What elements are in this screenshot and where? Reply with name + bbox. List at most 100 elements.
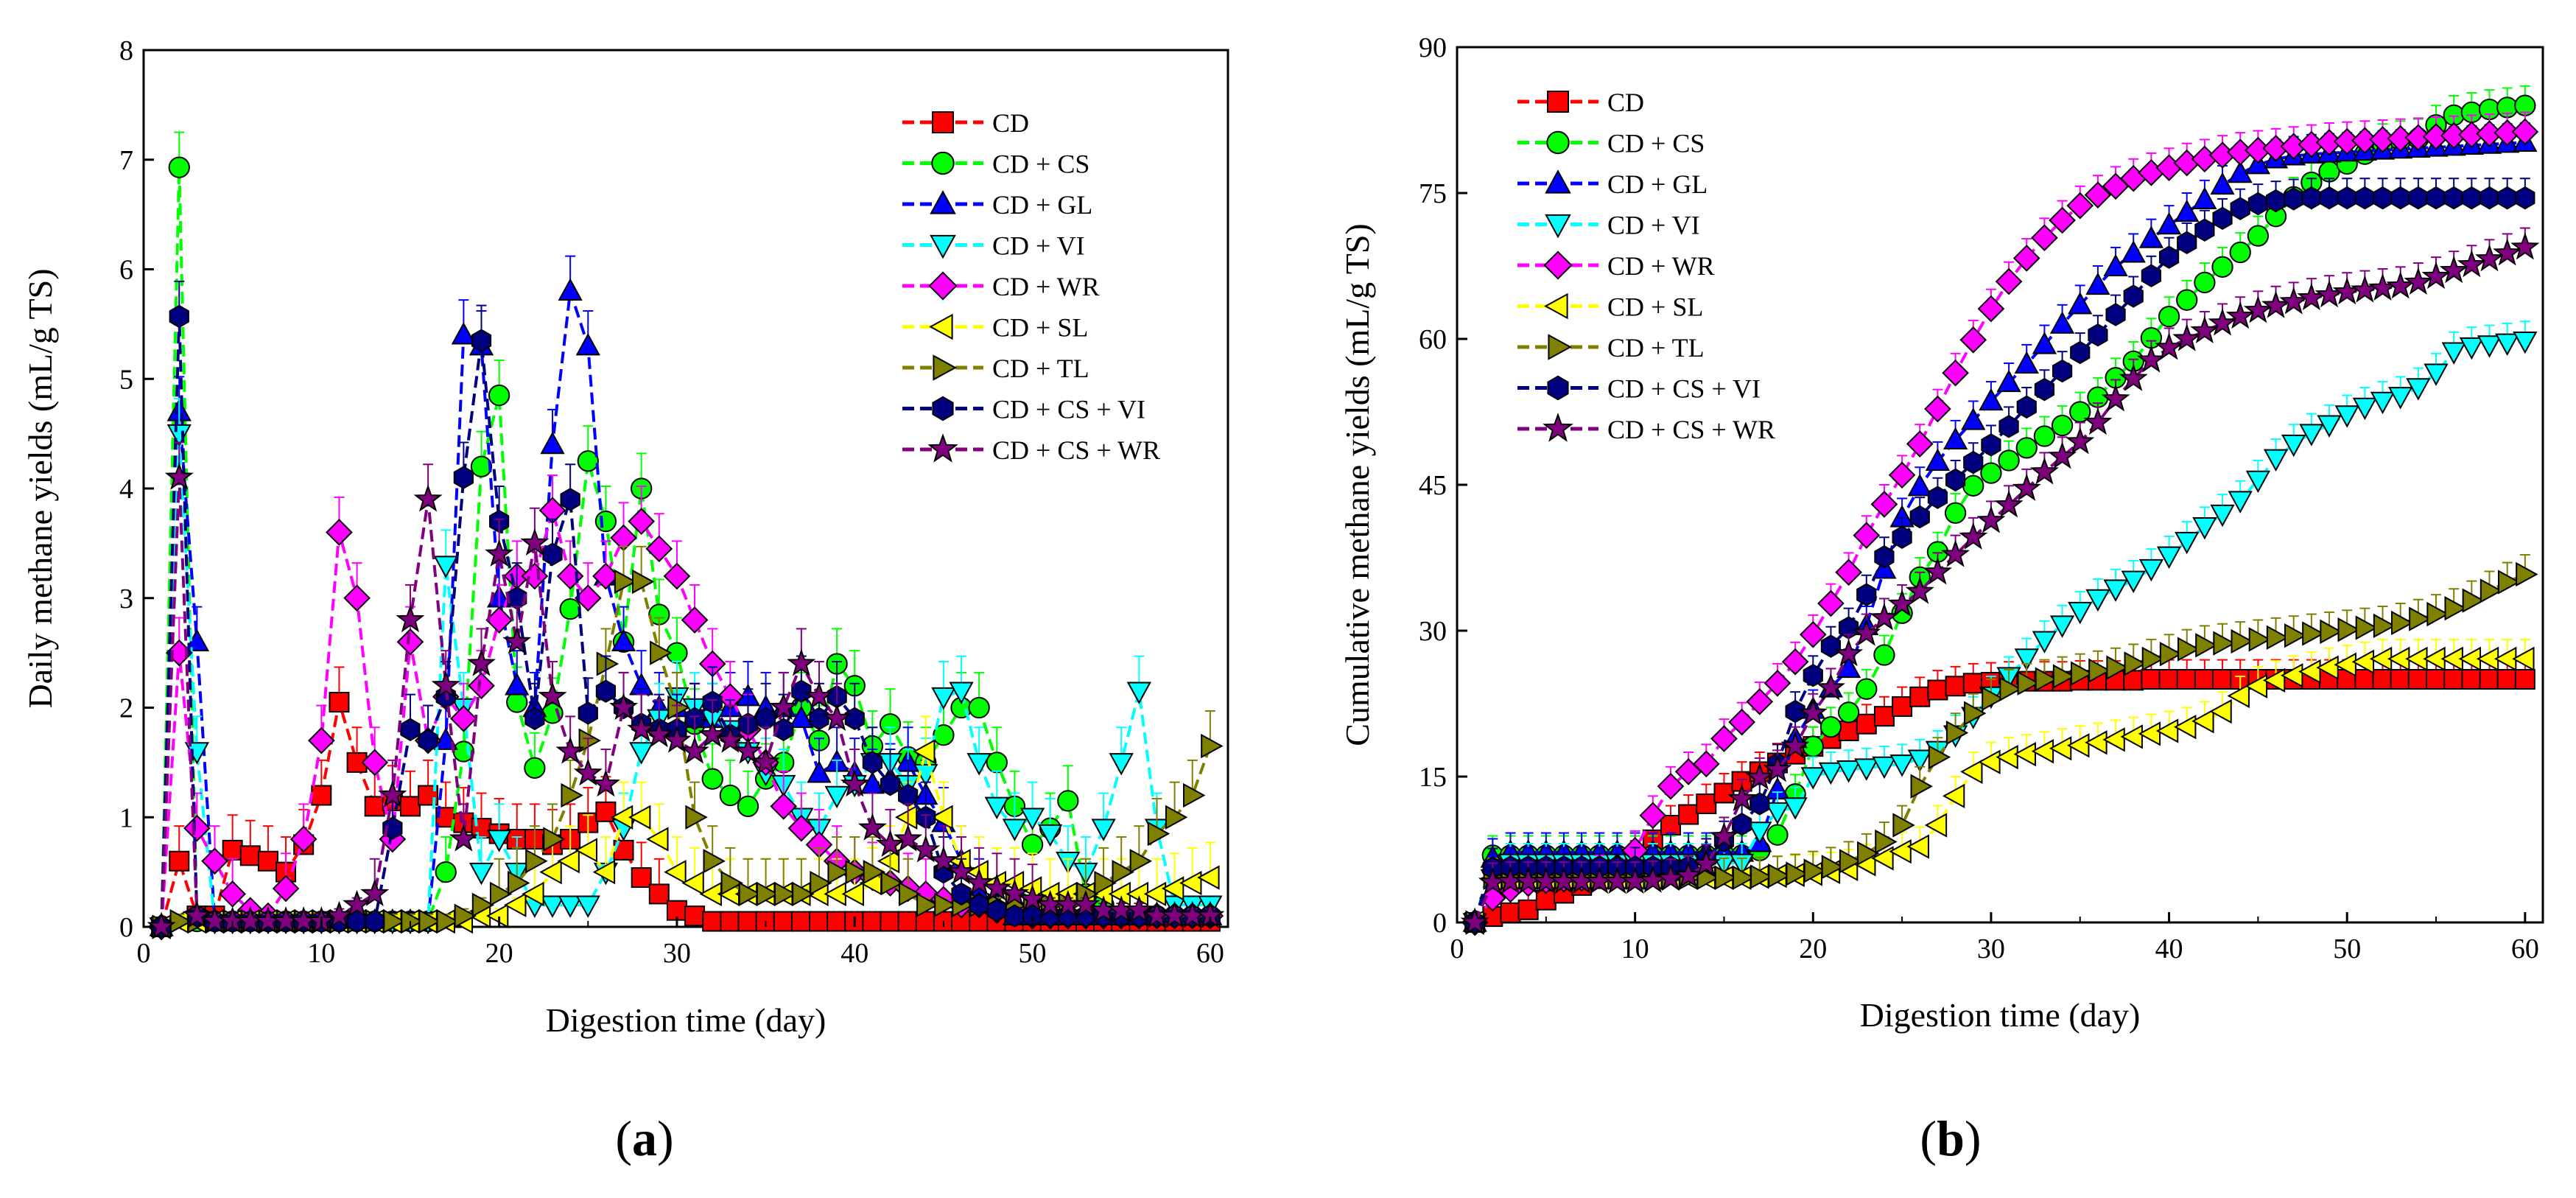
panel-b-data-point [2124, 651, 2147, 676]
panel-a-y-tick-label: 0 [119, 912, 133, 943]
panel-b-data-point [2462, 588, 2485, 613]
panel-b-data-point [2013, 742, 2036, 767]
panel-b-data-point [2014, 351, 2039, 374]
panel-a-data-point [538, 682, 567, 710]
panel-b-x-tick-label: 0 [1450, 933, 1464, 964]
panel-a-data-point [650, 640, 673, 665]
panel-b-data-point [2441, 342, 2466, 365]
panel-a-legend-label: CD + WR [992, 272, 1100, 301]
panel-b-data-point [1999, 676, 2022, 701]
panel-a-data-point [664, 859, 687, 885]
panel-b-data-point [2031, 739, 2054, 764]
panel-a-y-tick-label: 7 [119, 145, 133, 176]
panel-b-data-point [2212, 206, 2233, 231]
panel-b-data-point [1763, 669, 1791, 697]
panel-b-data-point [2406, 378, 2431, 401]
panel-a-legend-swatch-marker [927, 433, 958, 463]
panel-b-data-point [2070, 340, 2091, 365]
panel-b-data-point [2352, 397, 2377, 421]
panel-b-data-point [1945, 468, 1966, 492]
panel-b-data-point [2194, 669, 2215, 690]
panel-a-legend-label: CD + TL [992, 354, 1089, 383]
panel-b-data-point [2176, 289, 2198, 311]
panel-b-data-point [1803, 858, 1826, 883]
panel-a-data-point [559, 598, 581, 620]
panel-b-data-point [2227, 683, 2250, 709]
panel-a-data-point [307, 726, 335, 754]
panel-a-legend-item: CD + WR [902, 271, 1100, 301]
panel-a-data-point [898, 783, 919, 808]
panel-a-x-tick-label: 50 [1019, 938, 1047, 969]
panel-a-data-point [418, 908, 441, 934]
panel-a-legend-swatch-marker [930, 234, 956, 259]
panel-a-data-point [720, 911, 741, 932]
panel-b-x-tick-label: 20 [1799, 933, 1827, 964]
panel-a-data-point [505, 673, 530, 696]
panel-a-data-point [522, 881, 544, 907]
panel-b-data-point [1836, 760, 1861, 783]
panel-b-data-point [2121, 240, 2146, 263]
panel-b-data-point [2141, 646, 2165, 671]
panel-a-data-point [470, 455, 493, 477]
panel-b-data-point [1660, 815, 1681, 836]
panel-b-data-point [2136, 345, 2166, 373]
panel-b-data-point [1856, 678, 1878, 700]
panel-b-data-point [1909, 505, 1930, 529]
panel-b-data-point [2085, 589, 2110, 612]
panel-b-data-point [2461, 186, 2482, 210]
panel-a-legend-label: CD [992, 108, 1029, 138]
panel-a-data-point [733, 736, 762, 764]
panel-b-data-point [2243, 295, 2273, 323]
panel-b-data-point [2048, 441, 2077, 469]
panel-b-legend-item: CD + CS [1517, 129, 1705, 158]
panel-b-series-line [1473, 130, 2525, 924]
panel-a-data-point [1165, 805, 1188, 830]
panel-a-data-point [877, 849, 900, 874]
panel-b-legend: CD CD + CS CD + GL CD + VI CD + WR CD + SL CD … [1517, 88, 1775, 444]
panel-b-data-point [2156, 211, 2182, 235]
panel-a-data-point [435, 861, 457, 883]
panel-a-legend-label: CD + VI [992, 231, 1085, 261]
panel-a-data-point [311, 785, 332, 806]
panel-a-data-point [738, 881, 762, 907]
panel-b-legend-label: CD [1607, 88, 1644, 117]
panel-b-data-point [1678, 804, 1699, 825]
panel-b-data-point [2408, 186, 2429, 210]
panel-b-data-point [1728, 708, 1755, 736]
panel-b-y-tick-label: 0 [1433, 908, 1447, 939]
panel-b-data-point [2262, 668, 2286, 693]
panel-a-data-point [646, 827, 669, 852]
panel-b-data-point [2015, 437, 2038, 459]
panel-b-data-point [2051, 414, 2074, 437]
panel-a-data-point [720, 870, 744, 896]
panel-b-data-point [2298, 659, 2321, 684]
panel-b-data-point [2355, 615, 2379, 640]
panel-a-legend-item: CD [902, 108, 1029, 138]
panel-b-data-point [2049, 206, 2076, 234]
panel-a-data-point [964, 867, 994, 896]
panel-b-data-point [2513, 331, 2538, 354]
panel-a-data-point [809, 707, 829, 731]
panel-b-data-point [2247, 225, 2270, 247]
panel-b-data-point [1941, 539, 1970, 567]
panel-b-data-point [1906, 834, 1929, 859]
panel-a-data-point [611, 628, 636, 651]
panel-b-data-point [2228, 491, 2253, 514]
panel-b-data-point [2210, 172, 2235, 195]
panel-a-data-point [845, 859, 868, 885]
panel-b-data-point [1873, 706, 1895, 727]
panel-a-data-point [558, 895, 583, 918]
panel-b-data-point [2192, 186, 2217, 209]
panel-a-data-point [1179, 870, 1202, 896]
panel-b-data-point [1750, 864, 1773, 889]
panel-a-data-point [488, 384, 510, 407]
panel-b-data-point [1981, 433, 2001, 457]
panel-a-data-point [508, 870, 530, 896]
panel-b-data-point [1905, 576, 1934, 604]
panel-a-data-point [789, 705, 814, 729]
panel-b-data-point [1692, 750, 1720, 778]
panel-b-data-point [2317, 415, 2342, 438]
panel-b-data-point [1942, 359, 1969, 387]
panel-b-data-point [1745, 762, 1775, 790]
panel-a-data-point [627, 714, 656, 742]
